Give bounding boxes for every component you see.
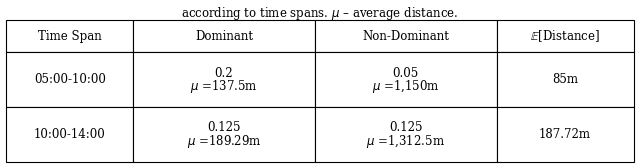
- Text: Time Span: Time Span: [38, 30, 102, 43]
- Bar: [497, 107, 634, 162]
- Bar: [133, 107, 315, 162]
- Text: 05:00-10:00: 05:00-10:00: [34, 73, 106, 86]
- Text: 10:00-14:00: 10:00-14:00: [34, 128, 106, 141]
- Bar: [6, 107, 133, 162]
- Text: 0.05: 0.05: [392, 67, 419, 80]
- Text: 187.72m: 187.72m: [539, 128, 591, 141]
- Text: according to time spans. $\mu$ – average distance.: according to time spans. $\mu$ – average…: [181, 5, 459, 22]
- Text: $\mu$ =137.5m: $\mu$ =137.5m: [190, 78, 258, 95]
- Text: Non-Dominant: Non-Dominant: [362, 30, 449, 43]
- Bar: [315, 20, 497, 52]
- Text: 0.2: 0.2: [215, 67, 234, 80]
- Bar: [497, 52, 634, 107]
- Text: $\mu$ =1,312.5m: $\mu$ =1,312.5m: [366, 132, 445, 150]
- Bar: [6, 52, 133, 107]
- Bar: [133, 20, 315, 52]
- Bar: [6, 20, 133, 52]
- Text: 85m: 85m: [552, 73, 578, 86]
- Bar: [133, 52, 315, 107]
- Bar: [315, 52, 497, 107]
- Text: $\mu$ =1,150m: $\mu$ =1,150m: [372, 78, 440, 95]
- Text: 0.125: 0.125: [207, 121, 241, 134]
- Text: 0.125: 0.125: [389, 121, 422, 134]
- Text: $\mu$ =189.29m: $\mu$ =189.29m: [187, 132, 261, 150]
- Text: Dominant: Dominant: [195, 30, 253, 43]
- Bar: [315, 107, 497, 162]
- Bar: [497, 20, 634, 52]
- Text: $\mathbb{E}$[Distance]: $\mathbb{E}$[Distance]: [530, 28, 600, 44]
